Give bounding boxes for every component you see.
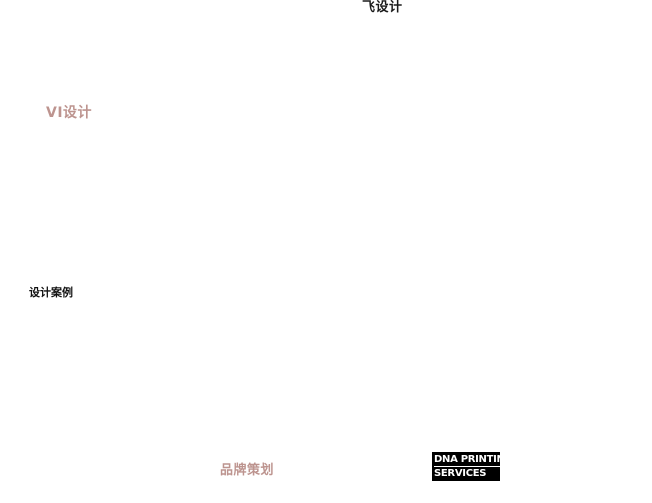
logo-text-line2: SERVICES (434, 468, 487, 479)
left-section-heading: 设计案例 (29, 286, 73, 299)
page-top-title: 飞设计 (362, 0, 403, 15)
link-vi-design[interactable]: VI设计 (46, 105, 93, 121)
link-brand-planning[interactable]: 品牌策划 (220, 463, 275, 478)
dna-printing-services-logo[interactable]: DNA PRINTING SERVICES (432, 452, 500, 481)
logo-text-line1: DNA PRINTING (434, 453, 500, 467)
